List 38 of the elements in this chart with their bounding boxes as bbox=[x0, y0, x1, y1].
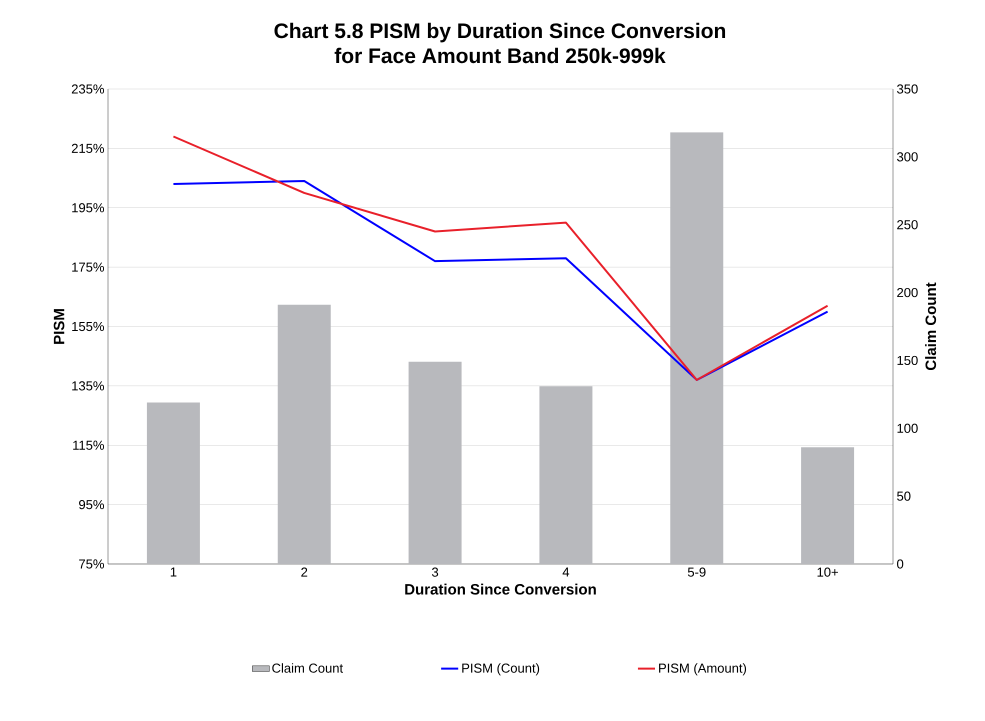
y2-tick-label: 100 bbox=[898, 424, 918, 433]
y-tick-label: 155% bbox=[72, 322, 104, 332]
bar bbox=[146, 402, 200, 564]
y-tick-label: 75% bbox=[79, 559, 104, 569]
y2-tick-label: 50 bbox=[897, 492, 910, 501]
bar bbox=[801, 447, 854, 564]
chart-title: Chart 5.8 PISM by Duration Since Conversion for Face Amount Band 250k-999k bbox=[274, 22, 726, 64]
x-tick-label: 10+ bbox=[818, 568, 838, 577]
y2-axis-title: Claim Count bbox=[925, 282, 936, 370]
y2-tick-label: 200 bbox=[897, 288, 918, 298]
x-axis-title: Duration Since Conversion bbox=[405, 584, 596, 595]
legend-label: Claim Count bbox=[272, 663, 343, 673]
y-tick-label: 115% bbox=[73, 440, 104, 450]
legend-label: PISM (Count) bbox=[462, 663, 540, 676]
bar bbox=[278, 304, 331, 564]
x-tick-label: 2 bbox=[301, 568, 308, 577]
bar bbox=[408, 362, 462, 564]
y-tick-label: 215% bbox=[72, 144, 104, 153]
line-series bbox=[172, 136, 829, 381]
line-series bbox=[172, 180, 829, 381]
y2-tick-label: 150 bbox=[898, 356, 918, 366]
y2-tick-label: 350 bbox=[897, 84, 918, 94]
x-tick-label: 1 bbox=[170, 568, 176, 576]
y-tick-label: 135% bbox=[72, 381, 104, 390]
bar bbox=[670, 132, 724, 564]
y-axis-title: PISM bbox=[54, 309, 64, 344]
legend-label: PISM (Amount) bbox=[659, 663, 746, 676]
x-tick-label: 5-9 bbox=[688, 568, 706, 577]
y-tick-label: 95% bbox=[79, 500, 104, 510]
y2-tick-label: 300 bbox=[897, 152, 918, 162]
y-tick-label: 195% bbox=[72, 203, 104, 212]
y2-tick-label: 0 bbox=[897, 559, 904, 569]
y2-tick-label: 250 bbox=[897, 220, 918, 230]
bar bbox=[539, 386, 592, 564]
x-tick-label: 3 bbox=[432, 568, 438, 577]
y-tick-label: 235% bbox=[72, 84, 104, 94]
y-tick-label: 175% bbox=[72, 262, 104, 272]
x-tick-label: 4 bbox=[562, 568, 570, 576]
